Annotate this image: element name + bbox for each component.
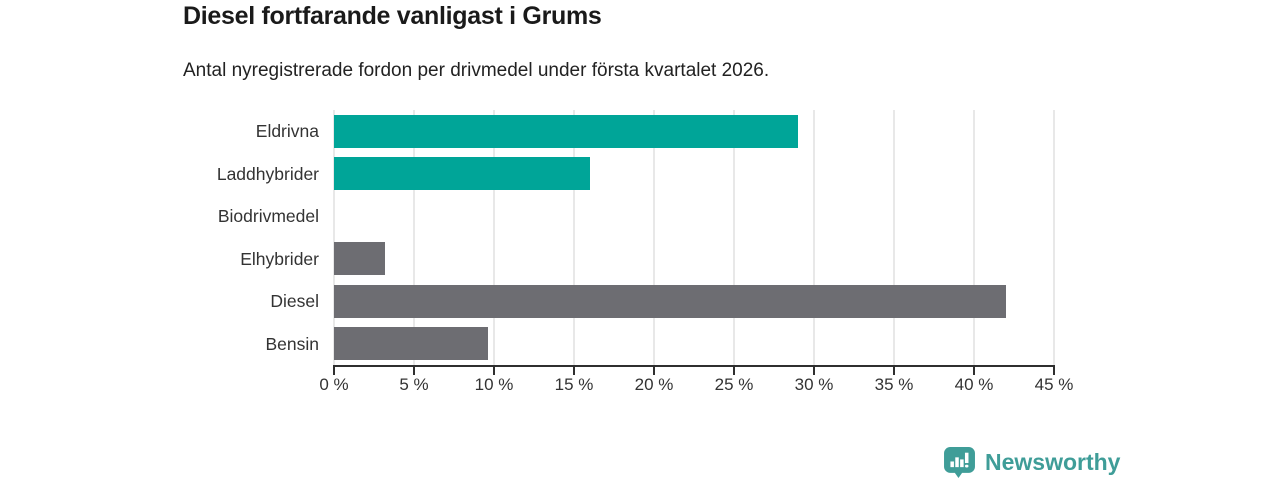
gridline [493, 110, 495, 365]
x-axis-tick [493, 367, 495, 375]
bar-bensin [334, 327, 488, 361]
x-axis-tick-label: 30 % [794, 375, 834, 394]
gridline [653, 110, 655, 365]
x-axis-tick-label: 15 % [554, 375, 594, 394]
x-axis-tick-label: 10 % [474, 375, 514, 394]
category-label-elhybrider: Elhybrider [240, 248, 319, 269]
chart-title: Diesel fortfarande vanligast i Grums [183, 2, 602, 30]
x-axis-tick [333, 367, 335, 375]
x-axis-tick-label: 20 % [634, 375, 674, 394]
gridline [1053, 110, 1055, 365]
gridline [733, 110, 735, 365]
x-axis-tick [1053, 367, 1055, 375]
bar-elhybrider [334, 242, 386, 276]
x-axis-tick [653, 367, 655, 375]
x-axis-tick [413, 367, 415, 375]
x-axis-line [333, 365, 1055, 367]
bar-eldrivna [334, 114, 798, 148]
category-label-laddhybrider: Laddhybrider [216, 163, 319, 184]
x-axis-tick [973, 367, 975, 375]
bar-chart-speech-bubble-icon [944, 447, 975, 478]
x-axis-tick-label: 35 % [874, 375, 914, 394]
bar-diesel [334, 284, 1006, 318]
gridline [413, 110, 415, 365]
gridline [333, 110, 335, 365]
x-axis-tick [733, 367, 735, 375]
category-label-bensin: Bensin [265, 333, 319, 354]
newsworthy-logo-text: Newsworthy [985, 449, 1121, 475]
gridline [813, 110, 815, 365]
gridline [973, 110, 975, 365]
x-axis-tick-label: 40 % [954, 375, 994, 394]
x-axis-tick [813, 367, 815, 375]
x-axis-tick [893, 367, 895, 375]
x-axis-tick-label: 0 % [319, 375, 349, 394]
x-axis-tick-label: 45 % [1034, 375, 1074, 394]
category-label-diesel: Diesel [270, 291, 319, 311]
bar-laddhybrider [334, 157, 590, 191]
category-label-biodrivmedel: Biodrivmedel [217, 206, 319, 226]
newsworthy-logo: Newsworthy [943, 446, 1120, 479]
gridline [573, 110, 575, 365]
category-label-eldrivna: Eldrivna [255, 121, 319, 141]
x-axis-tick [573, 367, 575, 375]
x-axis-tick-label: 5 % [399, 375, 429, 394]
chart-subtitle: Antal nyregistrerade fordon per drivmede… [183, 60, 770, 81]
gridline [893, 110, 895, 365]
x-axis-tick-label: 25 % [714, 375, 754, 394]
